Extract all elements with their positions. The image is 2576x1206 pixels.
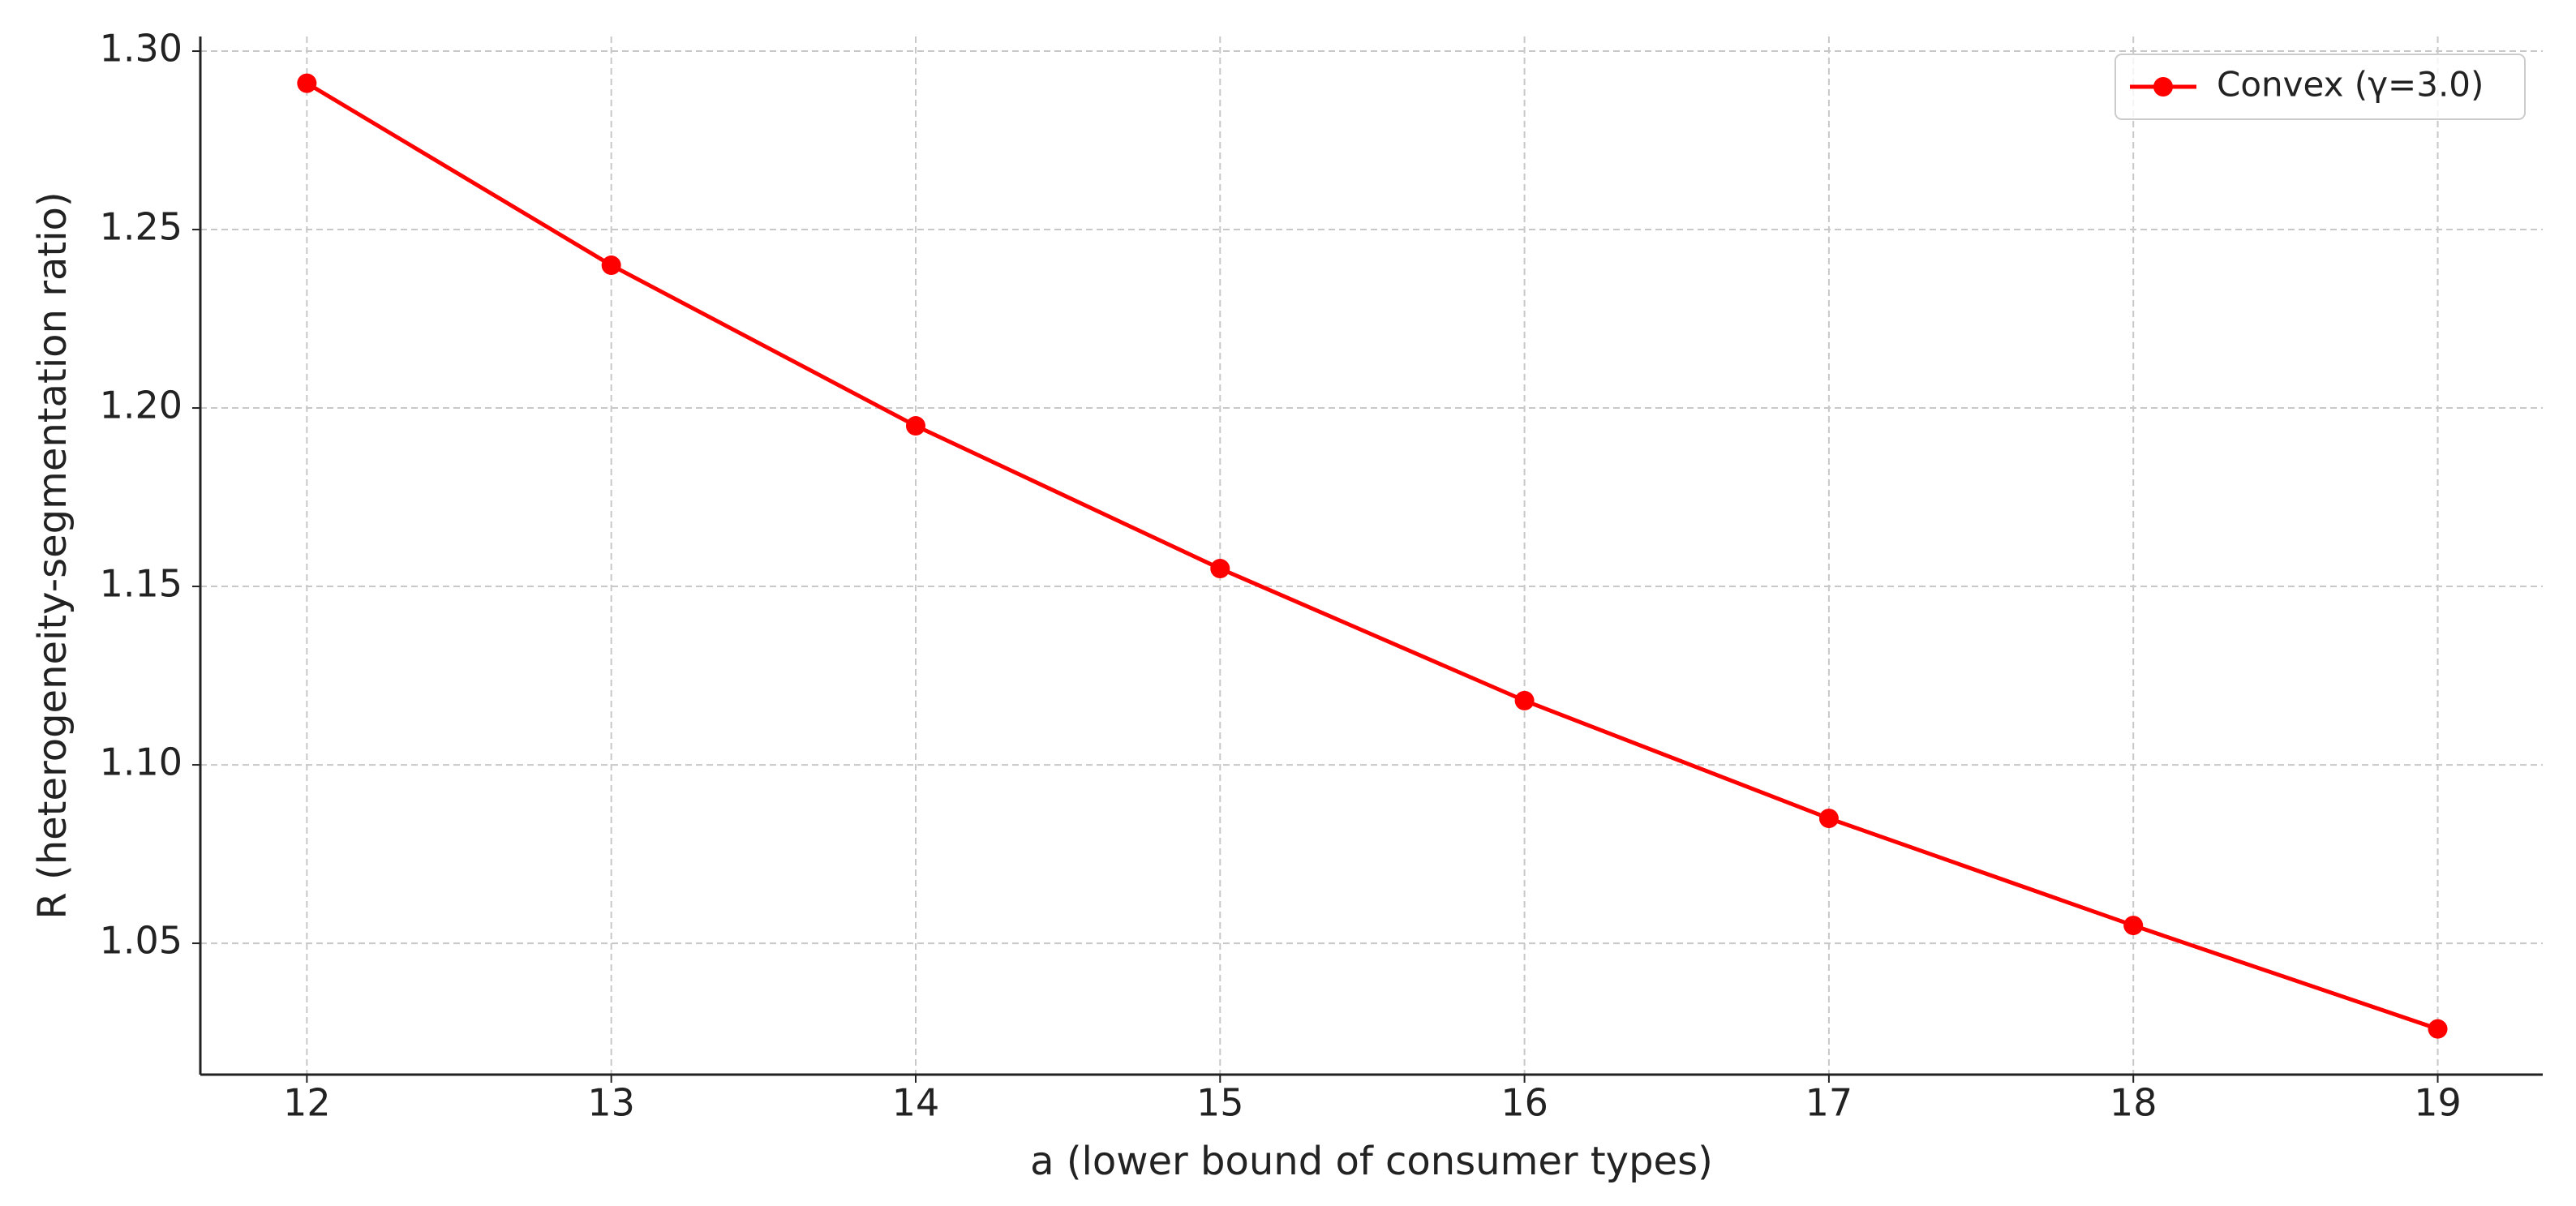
x-tick-label: 12 (283, 1081, 331, 1125)
legend-box (2114, 54, 2526, 120)
data-point (1514, 690, 1535, 710)
y-tick-label: 1.10 (100, 740, 182, 784)
x-tick-label: 18 (2110, 1081, 2157, 1125)
x-axis-label: a (lower bound of consumer types) (1030, 1139, 1713, 1184)
data-point (297, 73, 317, 93)
x-tick-label: 13 (587, 1081, 635, 1125)
y-tick-label: 1.20 (100, 384, 182, 427)
data-point (2123, 916, 2144, 936)
y-tick-label: 1.05 (100, 919, 182, 963)
legend-marker (2153, 77, 2173, 97)
y-tick-label: 1.30 (100, 27, 182, 71)
x-tick-label: 19 (2414, 1081, 2462, 1125)
data-point (601, 255, 621, 276)
data-point (1818, 809, 1839, 829)
x-tick-label: 16 (1501, 1081, 1548, 1125)
data-point (2428, 1019, 2448, 1039)
y-tick-label: 1.25 (100, 205, 182, 249)
x-tick-label: 15 (1196, 1081, 1244, 1125)
data-point (905, 416, 925, 436)
x-tick-label: 17 (1805, 1081, 1853, 1125)
data-point (1210, 559, 1230, 579)
legend-label: Convex (γ=3.0) (2217, 65, 2484, 105)
x-tick-label: 14 (892, 1081, 940, 1125)
y-tick-label: 1.15 (100, 562, 182, 606)
data-line (306, 81, 2439, 1032)
y-axis-label: R (heterogeneity-segmentation ratio) (30, 191, 75, 919)
